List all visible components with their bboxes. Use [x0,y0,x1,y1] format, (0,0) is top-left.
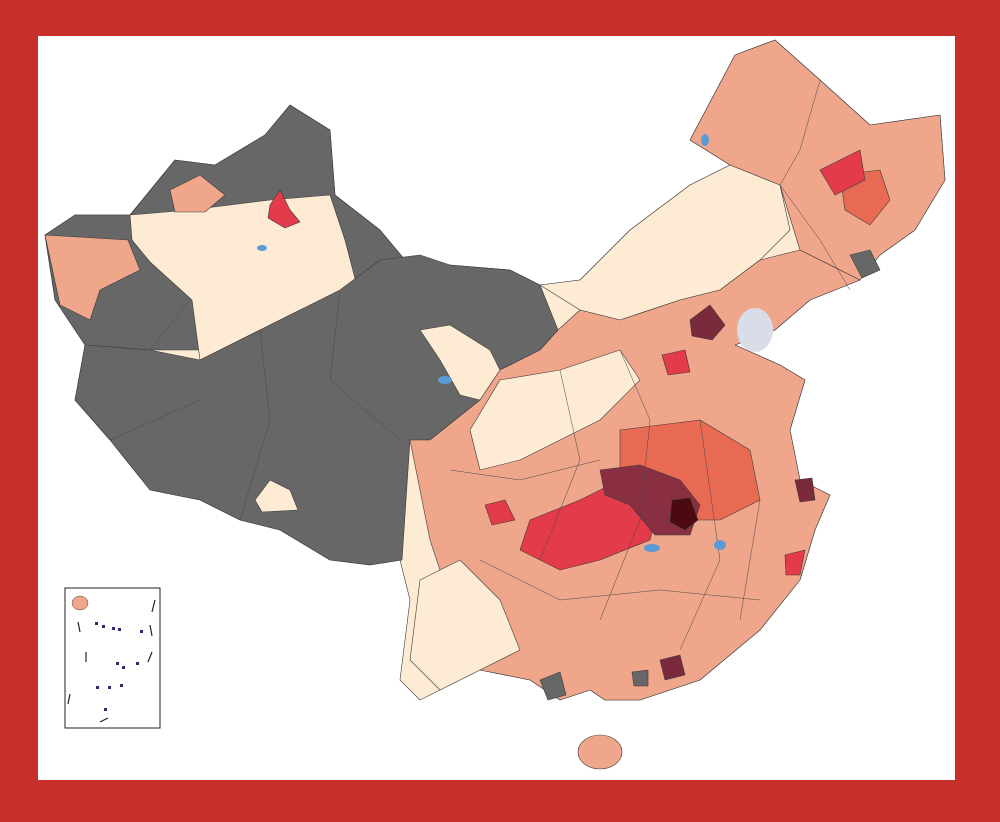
lake [644,544,660,552]
island [577,734,623,770]
region-cream [409,559,521,691]
boundary [109,79,851,651]
region-dark [794,477,816,503]
region-salmon [689,39,946,281]
inset-island [71,595,89,611]
inset-box [64,587,161,729]
region-red [484,499,516,526]
lake [257,245,267,251]
lake [438,376,452,384]
region-grey [849,249,881,279]
region-red [784,549,806,576]
region-salmon [169,174,226,213]
lake [714,540,726,550]
region-red [819,149,866,196]
region-grey [539,671,567,701]
region-red [267,189,301,229]
sea [737,308,773,352]
region-red [661,349,691,376]
inset-lines [67,599,156,723]
lake [701,134,709,146]
inset-islands [95,622,143,711]
region-cream [469,349,641,471]
region-grey [631,669,649,687]
region-cream [254,479,299,513]
region-salmon [44,234,141,321]
region-darkest [669,497,699,531]
region-dark [659,654,686,681]
region-dark [689,304,726,341]
